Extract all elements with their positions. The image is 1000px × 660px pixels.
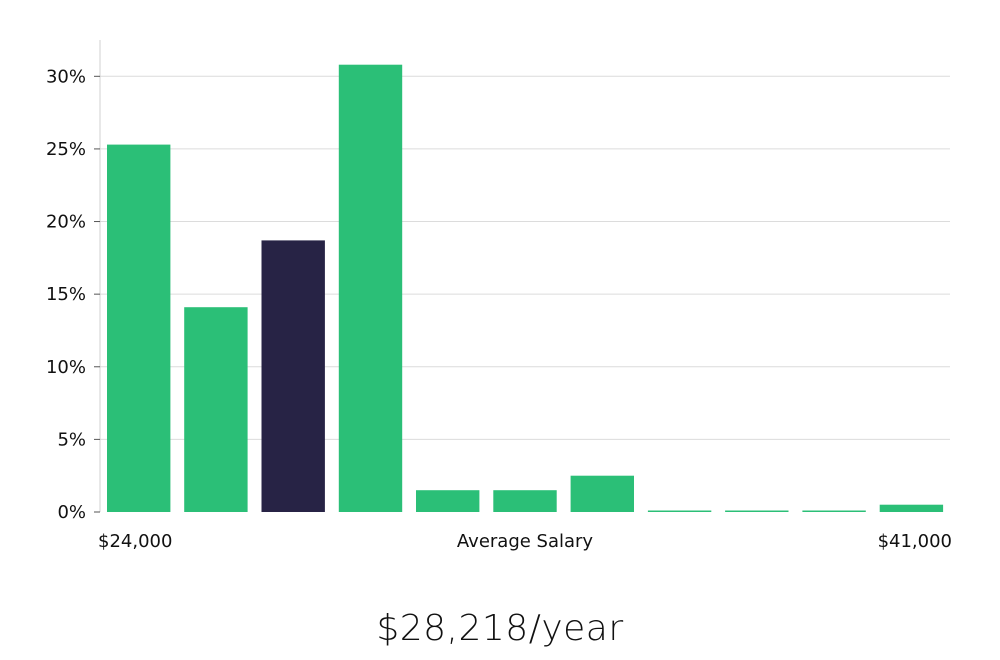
bar-bin-9	[725, 510, 789, 512]
y-tick-label-20: 20%	[46, 212, 86, 233]
y-axis-ticks: 0% 5% 10% 15% 20% 25% 30%	[46, 66, 100, 523]
bar-bin-7	[570, 475, 634, 512]
bar-bin-2	[184, 307, 248, 512]
y-tick-label-0: 0%	[57, 502, 86, 523]
average-salary-value: $28,218/year	[376, 608, 624, 649]
y-tick-label-15: 15%	[46, 284, 86, 305]
bar-bin-11	[879, 504, 944, 512]
bar-bin-3-highlighted	[261, 240, 325, 512]
x-axis-title: Average Salary	[457, 531, 594, 552]
y-tick-label-10: 10%	[46, 357, 86, 378]
y-tick-label-25: 25%	[46, 139, 86, 160]
bar-bin-5	[416, 490, 480, 512]
bar-bin-4	[338, 64, 403, 512]
bar-bin-10	[802, 510, 866, 512]
bar-bin-8	[647, 510, 712, 512]
bars	[107, 64, 944, 512]
x-min-label: $24,000	[98, 531, 172, 552]
bar-bin-6	[493, 490, 557, 512]
y-tick-label-5: 5%	[57, 429, 86, 450]
x-max-label: $41,000	[878, 531, 952, 552]
salary-histogram: 0% 5% 10% 15% 20% 25% 30% $24,000 Average Sala…	[46, 40, 952, 552]
bar-bin-1	[107, 144, 171, 512]
y-tick-label-30: 30%	[46, 66, 86, 87]
